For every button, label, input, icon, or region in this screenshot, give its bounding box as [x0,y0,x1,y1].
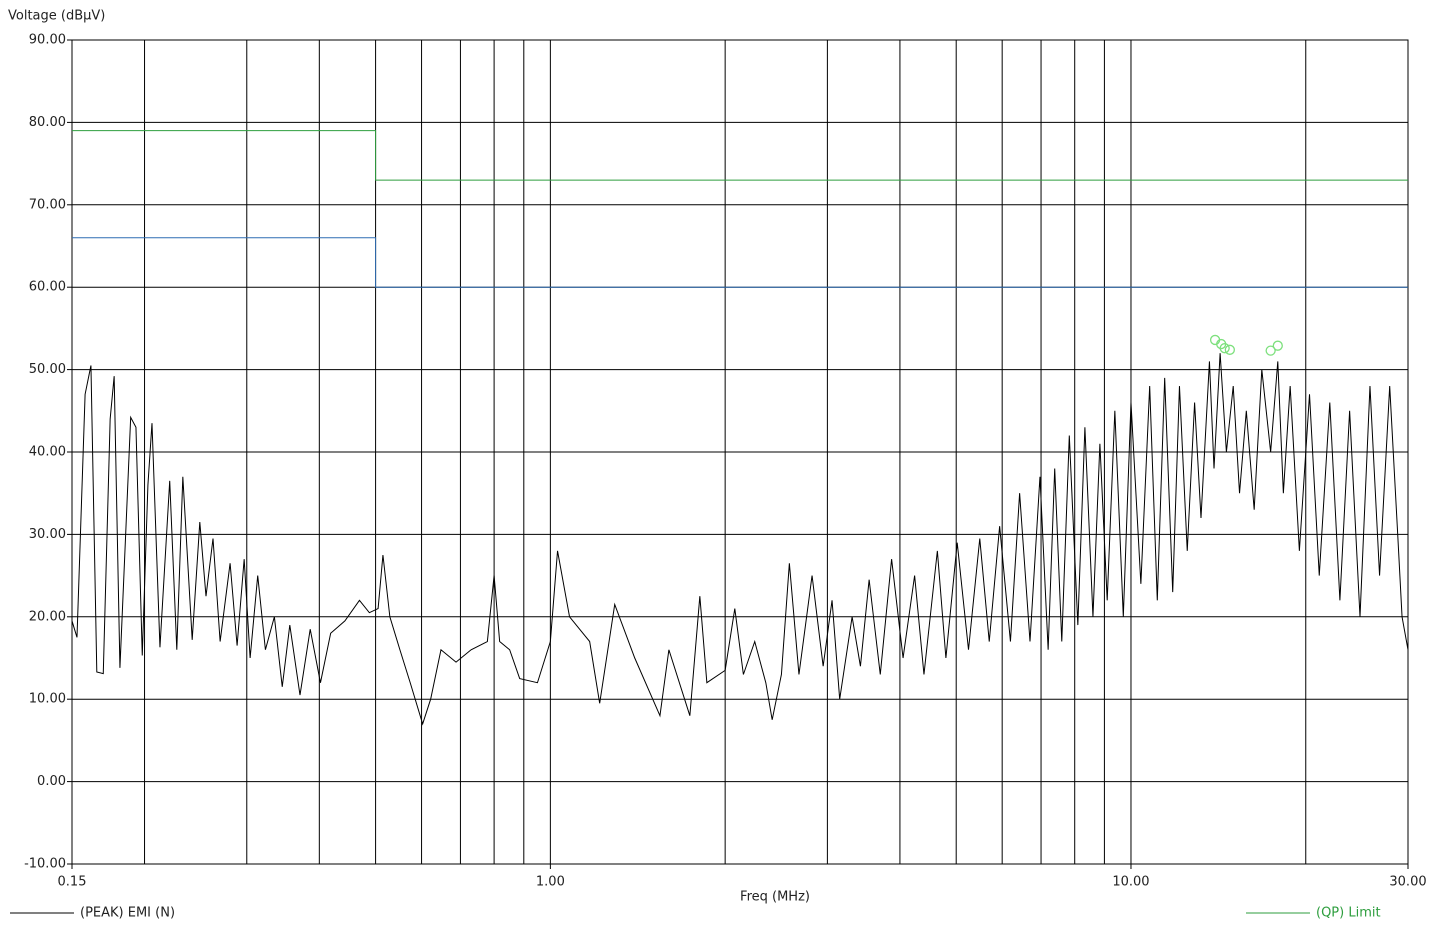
y-tick-label: 90.00 [29,33,66,48]
legend-label: (PEAK) EMI (N) [80,906,175,921]
y-tick-label: 20.00 [29,609,66,624]
data-line [71,353,1409,726]
x-tick-label: 10.00 [1112,875,1149,890]
peak-marker [1224,344,1235,355]
y-axis-label: Voltage (dBµV) [8,9,105,24]
y-tick-label: 40.00 [29,445,66,460]
y-tick-label: 30.00 [29,527,66,542]
peak-marker [1272,340,1283,351]
x-tick-label: 30.00 [1389,875,1426,890]
y-tick-label: 50.00 [29,362,66,377]
x-tick-label: 1.00 [536,875,565,890]
y-tick-label: -10.00 [24,857,66,872]
y-tick-label: 80.00 [29,115,66,130]
y-tick-label: 10.00 [29,692,66,707]
y-tick-label: 70.00 [29,197,66,212]
x-tick-label: 0.15 [58,875,87,890]
peak-marker [1219,343,1230,354]
y-tick-label: 0.00 [37,774,66,789]
peak-marker [1265,345,1276,356]
y-tick-label: 60.00 [29,280,66,295]
data-line [72,130,1408,181]
x-axis-label: Freq (MHz) [740,890,810,905]
data-line [72,237,1408,288]
legend-label: (QP) Limit [1316,906,1381,921]
